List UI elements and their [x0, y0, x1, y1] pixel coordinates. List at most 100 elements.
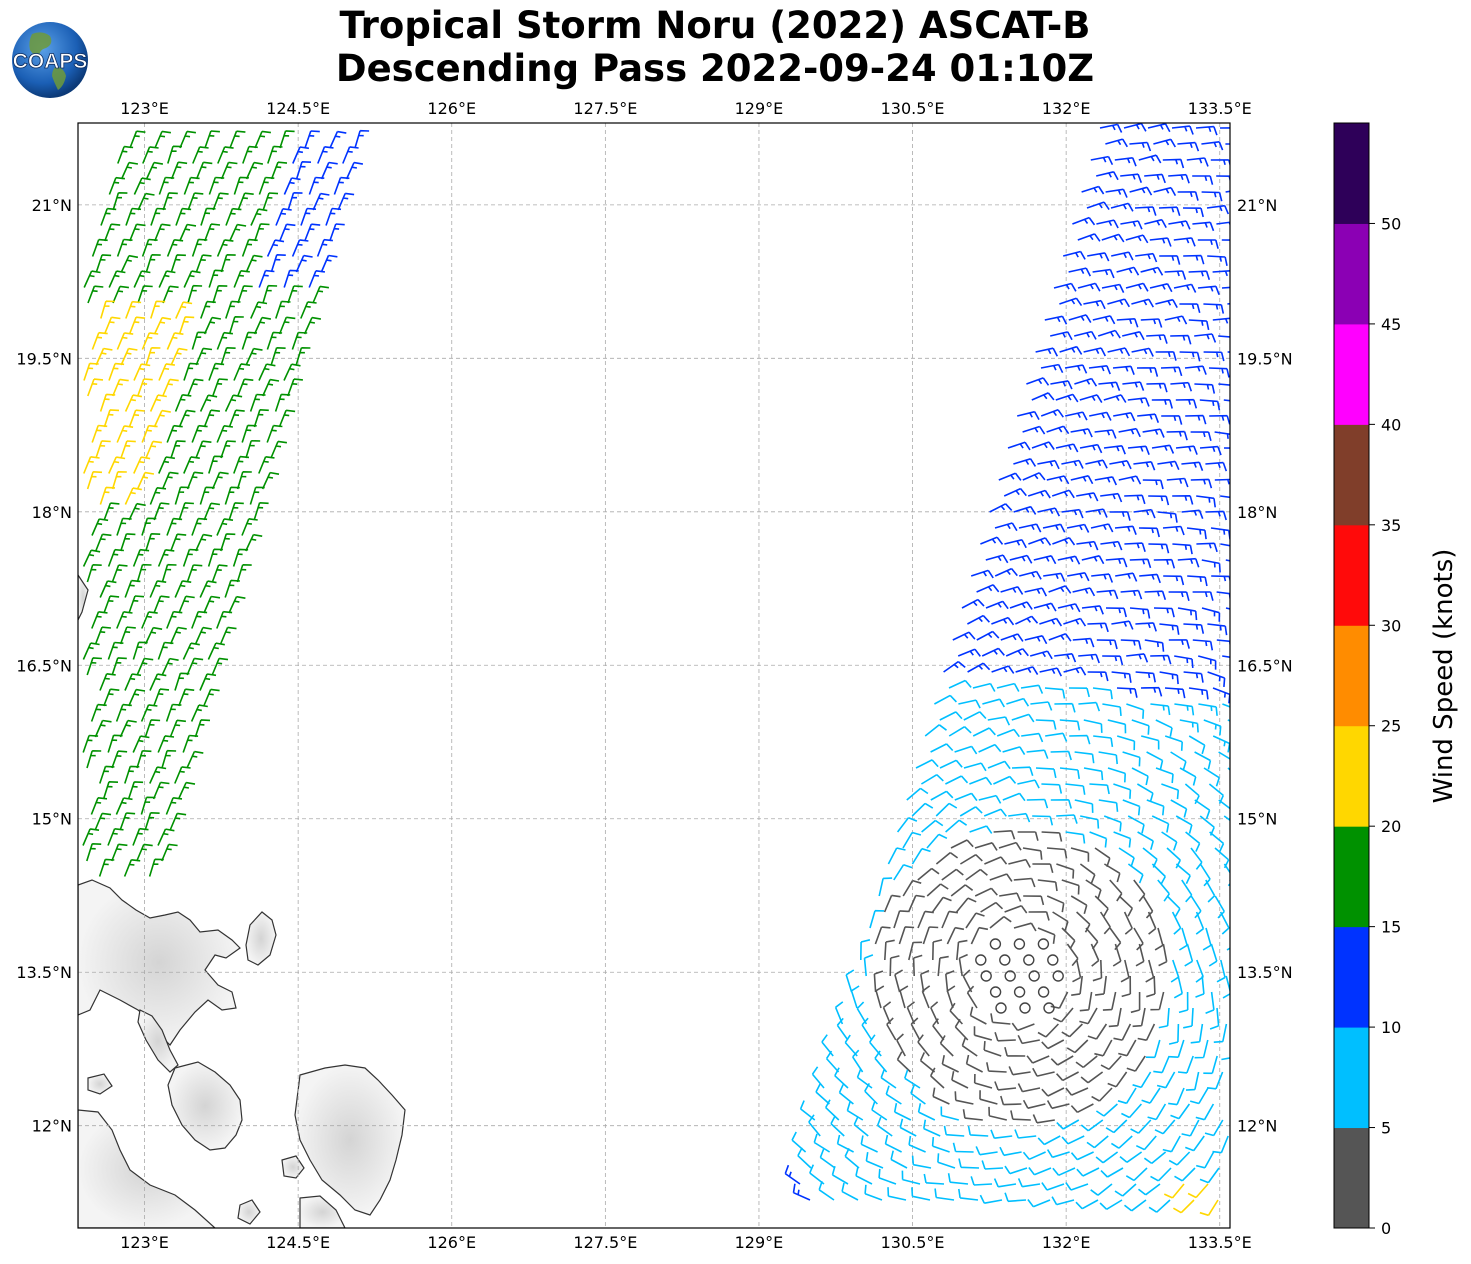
- wind-barb: [1221, 286, 1230, 289]
- wind-barb: [1212, 270, 1230, 277]
- wind-barb: [107, 548, 124, 567]
- wind-barb: [940, 1106, 960, 1121]
- wind-barb: [1162, 158, 1185, 169]
- wind-barb: [904, 1069, 921, 1089]
- wind-barb: [1051, 1196, 1075, 1206]
- wind-barb: [1192, 639, 1214, 651]
- wind-barb: [1079, 1007, 1098, 1025]
- wind-barb: [108, 362, 125, 381]
- wind-barb: [1098, 381, 1121, 391]
- wind-barb: [1089, 783, 1110, 795]
- wind-barb: [1172, 543, 1193, 555]
- wind-barb: [237, 378, 254, 397]
- wind-barb: [1229, 463, 1230, 465]
- wind-barb: [283, 177, 301, 195]
- wind-barb: [1063, 666, 1087, 676]
- wind-barb: [220, 254, 236, 273]
- wind-barb: [1183, 671, 1204, 683]
- wind-barb: [1172, 495, 1194, 505]
- wind-barb: [1161, 783, 1180, 800]
- wind-barb: [141, 517, 157, 536]
- wind-barb: [1145, 959, 1155, 983]
- wind-barb: [1091, 573, 1114, 583]
- wind-barb: [233, 363, 251, 381]
- wind-barb: [889, 955, 900, 977]
- wind-barb: [959, 854, 983, 865]
- wind-barb: [1121, 1103, 1143, 1119]
- colorbar-tick-label: 10: [1381, 1018, 1401, 1037]
- wind-barb: [1022, 1099, 1046, 1109]
- wind-barb: [850, 985, 860, 1009]
- wind-barb: [813, 1133, 831, 1153]
- wind-barb: [878, 877, 893, 897]
- wind-barb: [200, 207, 216, 226]
- wind-barb: [1190, 431, 1212, 442]
- wind-barb: [834, 1067, 849, 1089]
- wind-barb: [292, 146, 310, 164]
- wind-barb: [1044, 315, 1068, 325]
- wind-barb: [1009, 601, 1033, 610]
- wind-barb: [195, 254, 212, 273]
- wind-barb: [170, 440, 186, 459]
- wind-barb: [1136, 367, 1159, 377]
- wind-barb: [148, 858, 164, 877]
- wind-barb: [1032, 1067, 1055, 1077]
- wind-barb: [1031, 392, 1055, 401]
- wind-barb: [270, 440, 288, 459]
- wind-barb: [961, 598, 985, 609]
- wind-barb: [95, 347, 113, 366]
- wind-barb: [1187, 1183, 1209, 1199]
- wind-barb: [991, 665, 1015, 674]
- wind-barb: [946, 985, 956, 1009]
- wind-barb: [1164, 270, 1187, 280]
- wind-barb: [1197, 285, 1220, 295]
- wind-barb: [254, 130, 272, 149]
- wind-barb: [112, 285, 130, 304]
- colorbar: 0 5 10 15 20 25 30 35 40 45 50: [1333, 122, 1401, 1238]
- wind-barbs: [82, 123, 1230, 1217]
- wind-barb: [1008, 858, 1031, 868]
- wind-barb: [1050, 331, 1073, 341]
- wind-barb: [1107, 767, 1126, 783]
- wind-barb: [994, 567, 1018, 577]
- wind-barb: [295, 254, 313, 273]
- wind-barb: [216, 331, 233, 350]
- wind-barb: [1218, 799, 1230, 820]
- colorbar-segment: [1334, 1027, 1369, 1129]
- lon-tick-label: 130.5°E: [881, 1233, 945, 1252]
- wind-barb: [1015, 615, 1039, 625]
- wind-barb: [1076, 1167, 1100, 1177]
- colorbar-segment: [1334, 625, 1369, 727]
- wind-barb: [874, 926, 891, 945]
- wind-barb: [1048, 585, 1072, 594]
- wind-barb: [917, 867, 940, 881]
- wind-barb: [157, 828, 175, 846]
- wind-barb: [179, 223, 197, 242]
- calm-marker: [989, 986, 1002, 998]
- calm-marker: [1047, 954, 1059, 966]
- wind-barb: [1197, 655, 1217, 670]
- wind-barb: [1108, 1007, 1122, 1028]
- wind-barb: [154, 130, 172, 149]
- calm-marker: [1019, 1002, 1031, 1014]
- wind-barb: [911, 1155, 932, 1169]
- wind-barb: [811, 1066, 825, 1089]
- wind-barb: [1208, 943, 1218, 967]
- wind-barb: [91, 518, 109, 536]
- wind-barb: [1035, 719, 1057, 730]
- wind-barb: [1137, 1023, 1156, 1041]
- wind-barb: [161, 749, 177, 769]
- wind-barb: [1085, 459, 1108, 469]
- wind-barb: [161, 657, 179, 676]
- wind-barb: [908, 941, 923, 961]
- wind-barb: [207, 548, 223, 567]
- wind-barb: [1184, 783, 1200, 805]
- wind-barb: [1035, 767, 1057, 779]
- wind-barb: [1017, 779, 1040, 789]
- wind-barb: [86, 750, 102, 769]
- wind-barb: [1039, 617, 1063, 627]
- wind-barb: [984, 856, 1008, 865]
- wind-barb: [824, 1099, 840, 1121]
- wind-barb: [1205, 510, 1227, 521]
